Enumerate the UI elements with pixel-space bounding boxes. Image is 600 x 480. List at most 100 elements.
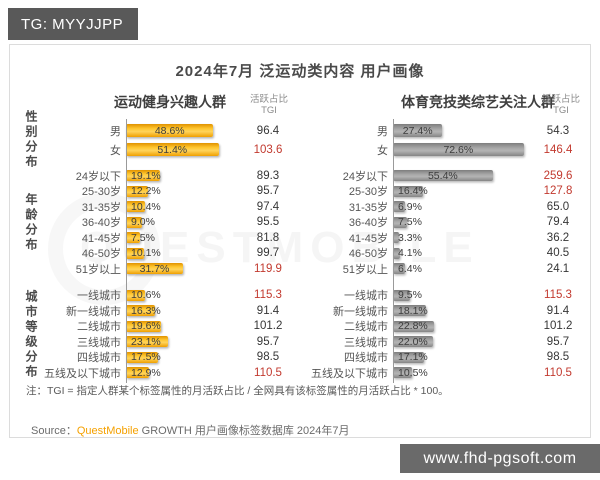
value-bar (393, 216, 407, 228)
pct-label: 22.0% (398, 335, 428, 348)
tgi-value: 54.3 (546, 124, 570, 137)
value-bar (126, 143, 219, 156)
row-label: 31-35岁 (348, 201, 388, 214)
bar-area: 51.4% (126, 140, 243, 159)
bar-row: 25-30岁 16.4% 127.8 (287, 184, 585, 200)
value-bar (393, 305, 426, 317)
pct-label: 51.4% (157, 143, 188, 156)
tgi-value: 110.5 (544, 366, 572, 379)
pct-label: 9.0% (131, 216, 155, 229)
tgi-value: 36.2 (546, 231, 570, 244)
bar-row: 女 72.6% 146.4 (287, 140, 585, 159)
right-panel-title: 体育竞技类综艺关注人群 (401, 94, 555, 110)
bar-row: 新一线城市 16.3% 91.4 (20, 303, 296, 319)
tgi-value: 91.4 (546, 304, 570, 317)
value-bar (126, 336, 168, 348)
value-bar (393, 320, 435, 332)
pct-label: 9.5% (398, 289, 422, 302)
value-bar (393, 170, 493, 182)
pct-label: 12.9% (131, 366, 161, 379)
pct-label: 10.4% (131, 200, 161, 213)
value-bar (126, 170, 161, 182)
group-label-2: 城市等级分布 (24, 290, 38, 380)
pct-label: 4.1% (398, 247, 422, 260)
bar-area: 6.9% (393, 199, 533, 215)
value-bar (126, 201, 145, 213)
tgi-value: 99.7 (256, 247, 280, 260)
tgi-value: 101.2 (543, 320, 573, 333)
bar-row: 36-40岁 9.0% 95.5 (20, 215, 296, 231)
bar-row: 二线城市 22.8% 101.2 (287, 319, 585, 335)
bar-row: 一线城市 10.6% 115.3 (20, 288, 296, 304)
bar-row: 41-45岁 3.3% 36.2 (287, 230, 585, 246)
bar-area: 22.0% (393, 334, 533, 350)
bar-area: 17.1% (393, 350, 533, 366)
group-label-1: 年龄分布 (24, 193, 38, 253)
bar-area: 18.1% (393, 303, 533, 319)
bar-area: 10.5% (393, 365, 533, 381)
tgi-value: 91.4 (256, 304, 280, 317)
bar-row: 36-40岁 7.5% 79.4 (287, 215, 585, 231)
row-label: 46-50岁 (81, 248, 121, 261)
group-label-0: 性别分布 (24, 110, 38, 170)
row-label: 五线及以下城市 (44, 367, 121, 380)
value-bar (393, 232, 399, 244)
pct-label: 7.5% (398, 216, 422, 229)
value-bar (393, 247, 401, 259)
row-label: 一线城市 (344, 290, 388, 303)
group-0: 男 27.4% 54.3 女 72.6% 146.4 (287, 121, 585, 159)
tgi-footnote: 注：TGI = 指定人群某个标签属性的月活跃占比 / 全网具有该标签属性的月活跃… (26, 385, 449, 397)
row-label: 三线城市 (77, 336, 121, 349)
source-label: Source： (31, 425, 77, 437)
pct-label: 48.6% (154, 124, 185, 137)
tgi-value: 89.3 (256, 169, 280, 182)
bar-area: 10.1% (126, 246, 243, 262)
value-bar (126, 289, 146, 301)
site-watermark: www.fhd-pgsoft.com (400, 444, 600, 473)
bar-row: 51岁以上 6.4% 24.1 (287, 261, 585, 277)
left-panel-bars: 男 48.6% 96.4 女 51.4% 103.6 24岁以下 19.1% 89.3 25-30… (20, 119, 296, 392)
pct-label: 6.9% (398, 200, 422, 213)
bar-row: 二线城市 19.6% 101.2 (20, 319, 296, 335)
value-bar (126, 185, 148, 197)
value-bar (393, 143, 524, 156)
row-label: 31-35岁 (81, 201, 121, 214)
group-1: 24岁以下 55.4% 259.6 25-30岁 16.4% 127.8 31-35岁 6.9… (287, 168, 585, 277)
tgi-value: 96.4 (256, 124, 280, 137)
bar-area: 7.5% (126, 230, 243, 246)
pct-label: 31.7% (139, 262, 170, 275)
pct-label: 18.1% (398, 304, 428, 317)
bar-row: 一线城市 9.5% 115.3 (287, 288, 585, 304)
bar-area: 48.6% (126, 121, 243, 140)
row-label: 24岁以下 (75, 170, 121, 183)
bar-row: 24岁以下 55.4% 259.6 (287, 168, 585, 184)
value-bar (126, 232, 140, 244)
bar-area: 10.4% (126, 199, 243, 215)
row-label: 二线城市 (77, 321, 121, 334)
bar-row: 五线及以下城市 12.9% 110.5 (20, 365, 296, 381)
pct-label: 17.1% (398, 351, 428, 364)
pct-label: 23.1% (131, 335, 161, 348)
pct-label: 17.5% (131, 351, 161, 364)
tgi-value: 119.9 (254, 262, 282, 275)
bar-row: 46-50岁 4.1% 40.5 (287, 246, 585, 262)
bar-area: 19.6% (126, 319, 243, 335)
pct-label: 27.4% (402, 124, 433, 137)
pct-label: 3.3% (398, 231, 422, 244)
tgi-value: 115.3 (254, 289, 282, 302)
bar-row: 46-50岁 10.1% 99.7 (20, 246, 296, 262)
value-bar (393, 263, 405, 275)
right-panel-bars: 男 27.4% 54.3 女 72.6% 146.4 24岁以下 55.4% 259.6 25-3… (287, 119, 585, 392)
value-bar (393, 201, 406, 213)
bar-area: 9.5% (393, 288, 533, 304)
pct-label: 6.4% (398, 262, 422, 275)
bar-area: 9.0% (126, 215, 243, 231)
bar-area: 72.6% (393, 140, 533, 159)
row-label: 51岁以上 (75, 263, 121, 276)
bar-row: 五线及以下城市 10.5% 110.5 (287, 365, 585, 381)
bar-area: 12.2% (126, 184, 243, 200)
tgi-value: 103.6 (253, 143, 283, 156)
value-bar (393, 124, 443, 137)
row-label: 36-40岁 (81, 217, 121, 230)
